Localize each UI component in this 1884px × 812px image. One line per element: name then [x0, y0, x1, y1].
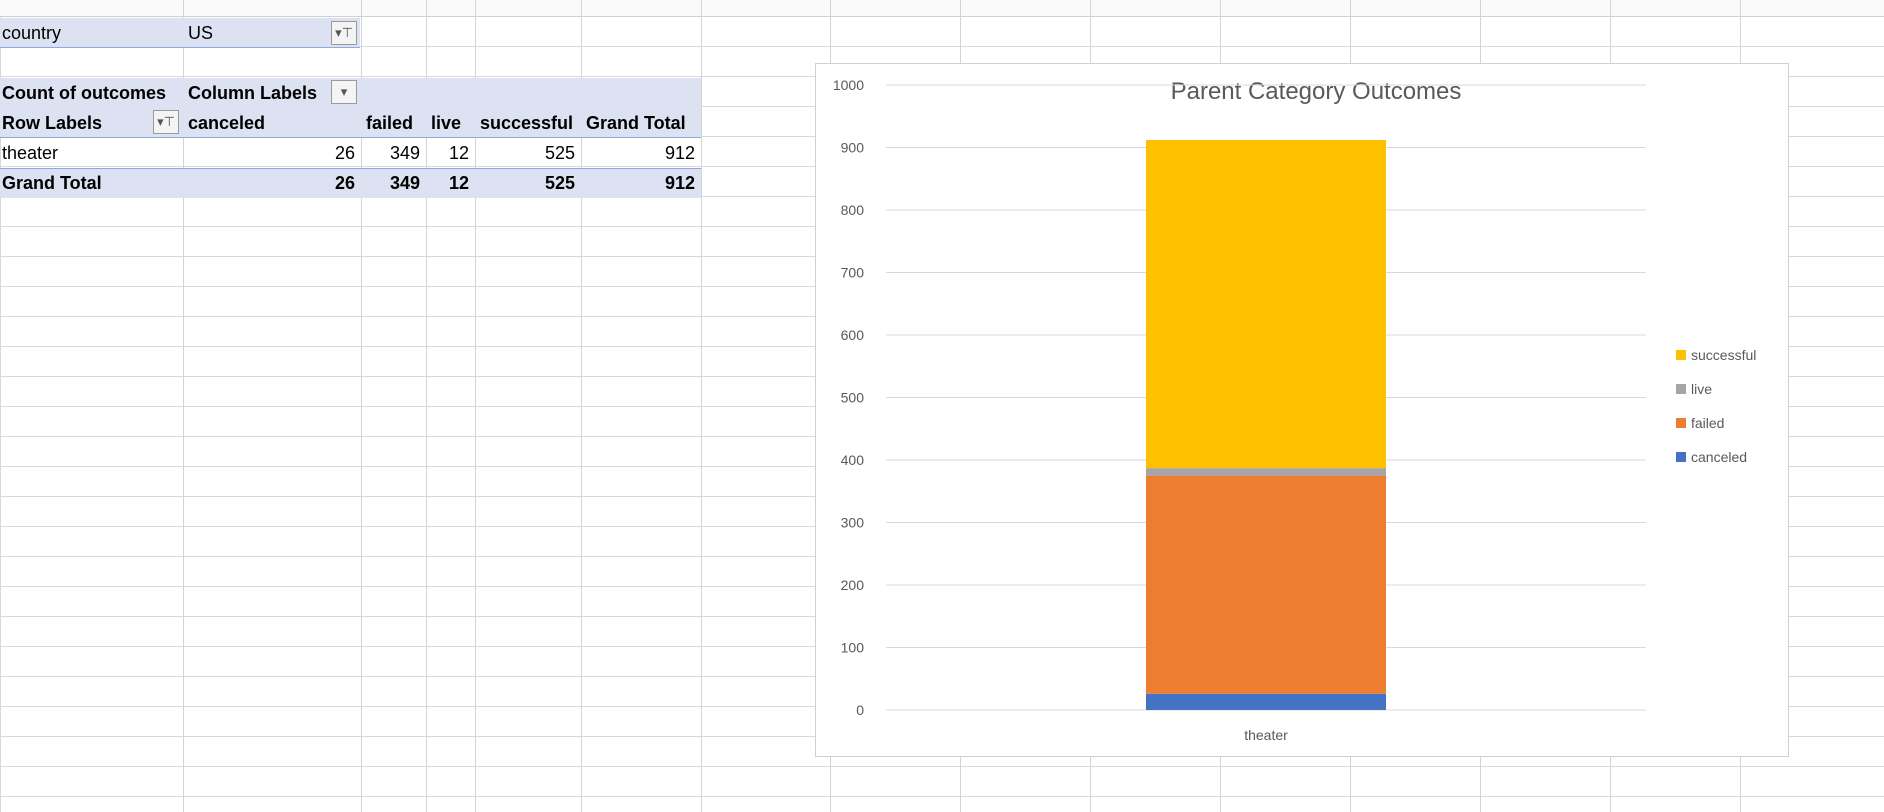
grand-total-band	[0, 168, 701, 198]
y-tick-label: 800	[841, 202, 865, 218]
y-tick-label: 0	[856, 702, 864, 718]
legend-label-canceled: canceled	[1691, 449, 1747, 465]
report-filter-value[interactable]: US	[188, 23, 214, 43]
grand-total-label[interactable]: Grand Total	[2, 173, 102, 193]
y-tick-label: 1000	[833, 77, 864, 93]
grand-total-failed[interactable]: 349	[389, 173, 420, 193]
row-labels-filter-icon[interactable]: ▾⊤	[153, 110, 179, 134]
bar-segment-failed	[1146, 475, 1386, 694]
pivot-value-label[interactable]: Count of outcomes	[2, 83, 166, 103]
stacked-column-chart[interactable]: Parent Category Outcomes 0 100 200 300 400 50…	[815, 63, 1789, 757]
y-tick-label: 500	[841, 390, 865, 406]
legend-swatch-canceled	[1676, 452, 1686, 462]
pivot-cell-live[interactable]: 12	[448, 143, 469, 163]
bar-segment-live	[1146, 468, 1386, 476]
column-header-strip[interactable]	[0, 0, 1884, 17]
grand-total-successful[interactable]: 525	[544, 173, 575, 193]
column-divider	[475, 0, 476, 812]
y-tick-label: 100	[841, 640, 865, 656]
column-divider	[701, 0, 702, 812]
pivot-cell-grand-total[interactable]: 912	[664, 143, 695, 163]
grand-total-live[interactable]: 12	[448, 173, 469, 193]
grand-total-top-border	[0, 168, 701, 169]
pivot-header-border	[0, 137, 701, 138]
column-divider	[426, 0, 427, 812]
pivot-col-header-failed[interactable]: failed	[366, 113, 414, 133]
report-filter-border	[0, 47, 360, 48]
pivot-col-header-live[interactable]: live	[431, 113, 462, 133]
report-filter-dropdown-icon[interactable]: ▾⊤	[331, 21, 357, 45]
column-divider	[183, 0, 184, 812]
legend-label-failed: failed	[1691, 415, 1724, 431]
pivot-col-header-successful[interactable]: successful	[480, 113, 574, 133]
pivot-column-labels[interactable]: Column Labels	[188, 83, 318, 103]
y-tick-label: 600	[841, 327, 865, 343]
pivot-row-labels[interactable]: Row Labels	[2, 113, 103, 133]
y-tick-label: 200	[841, 577, 865, 593]
column-divider	[361, 0, 362, 812]
pivot-col-header-canceled[interactable]: canceled	[188, 113, 266, 133]
pivot-cell-failed[interactable]: 349	[389, 143, 420, 163]
y-tick-label: 900	[841, 140, 865, 156]
pivot-row-label[interactable]: theater	[2, 143, 59, 163]
column-labels-dropdown-icon[interactable]: ▾	[331, 80, 357, 104]
x-tick-label: theater	[1244, 727, 1288, 743]
y-tick-label: 400	[841, 452, 865, 468]
legend-swatch-successful	[1676, 350, 1686, 360]
chart-plot-svg: 0 100 200 300 400 500 600 700 800 900 1000 theater s…	[833, 77, 1757, 743]
chart-title[interactable]: Parent Category Outcomes	[1170, 78, 1462, 105]
bar-segment-successful	[1146, 140, 1386, 469]
legend-label-successful: successful	[1691, 347, 1756, 363]
legend-swatch-live	[1676, 384, 1686, 394]
y-tick-label: 300	[841, 515, 865, 531]
grand-total-grand-total[interactable]: 912	[664, 173, 695, 193]
pivot-col-header-grand-total[interactable]: Grand Total	[586, 113, 686, 133]
y-tick-label: 700	[841, 265, 865, 281]
column-divider	[581, 0, 582, 812]
legend-swatch-failed	[1676, 418, 1686, 428]
pivot-cell-successful[interactable]: 525	[544, 143, 575, 163]
bar-segment-canceled	[1146, 693, 1386, 710]
report-filter-band	[0, 18, 360, 48]
legend-label-live: live	[1691, 381, 1712, 397]
pivot-cell-canceled[interactable]: 26	[334, 143, 355, 163]
grand-total-canceled[interactable]: 26	[334, 173, 355, 193]
report-filter-label[interactable]: country	[2, 23, 62, 43]
